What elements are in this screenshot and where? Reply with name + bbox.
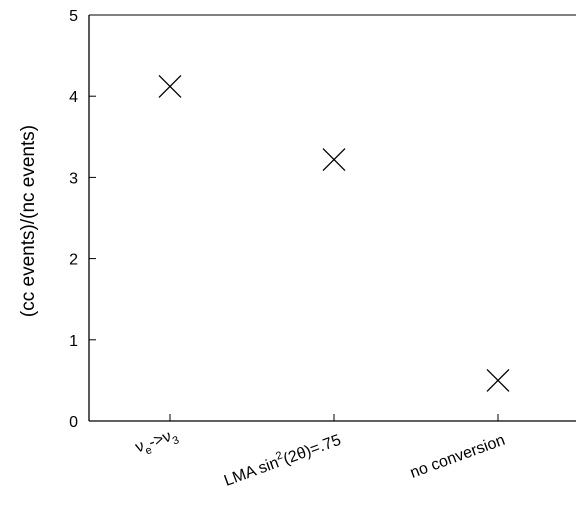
y-tick-label: 5 [69, 8, 78, 25]
category-label-part: e [144, 444, 154, 457]
data-point [322, 148, 346, 171]
category-label-part: ->ν [146, 428, 173, 452]
data-point-stroke [322, 148, 346, 171]
data-point [158, 74, 182, 98]
category-label: νe->ν3 [133, 426, 181, 460]
y-tick-label: 4 [69, 89, 78, 106]
category-label-part: 2 [274, 450, 284, 463]
category-label-part: 3 [171, 434, 181, 447]
data-point [486, 368, 510, 392]
category-label: LMA sin2(2θ)=.75 [221, 429, 344, 490]
category-label-part: no conversion [408, 432, 507, 482]
y-tick-label: 0 [69, 414, 78, 431]
data-point-stroke [486, 368, 510, 392]
y-ticks: 0 1 2 3 4 5 [69, 8, 499, 431]
category-label-part: (2θ)=.75 [281, 432, 343, 469]
y-tick-label: 1 [69, 333, 78, 350]
category-label-part: LMA sin [222, 454, 281, 489]
category-label: no conversion [408, 432, 507, 482]
axes [88, 14, 576, 422]
data-point-stroke [158, 74, 182, 98]
category-labels: νe->ν3 LMA sin2(2θ)=.75 no conversion [133, 426, 507, 490]
y-axis-title: (cc events)/(nc events) [18, 125, 39, 317]
data-points [158, 74, 510, 392]
y-tick-label: 3 [69, 170, 78, 187]
y-tick-label: 2 [69, 252, 78, 269]
